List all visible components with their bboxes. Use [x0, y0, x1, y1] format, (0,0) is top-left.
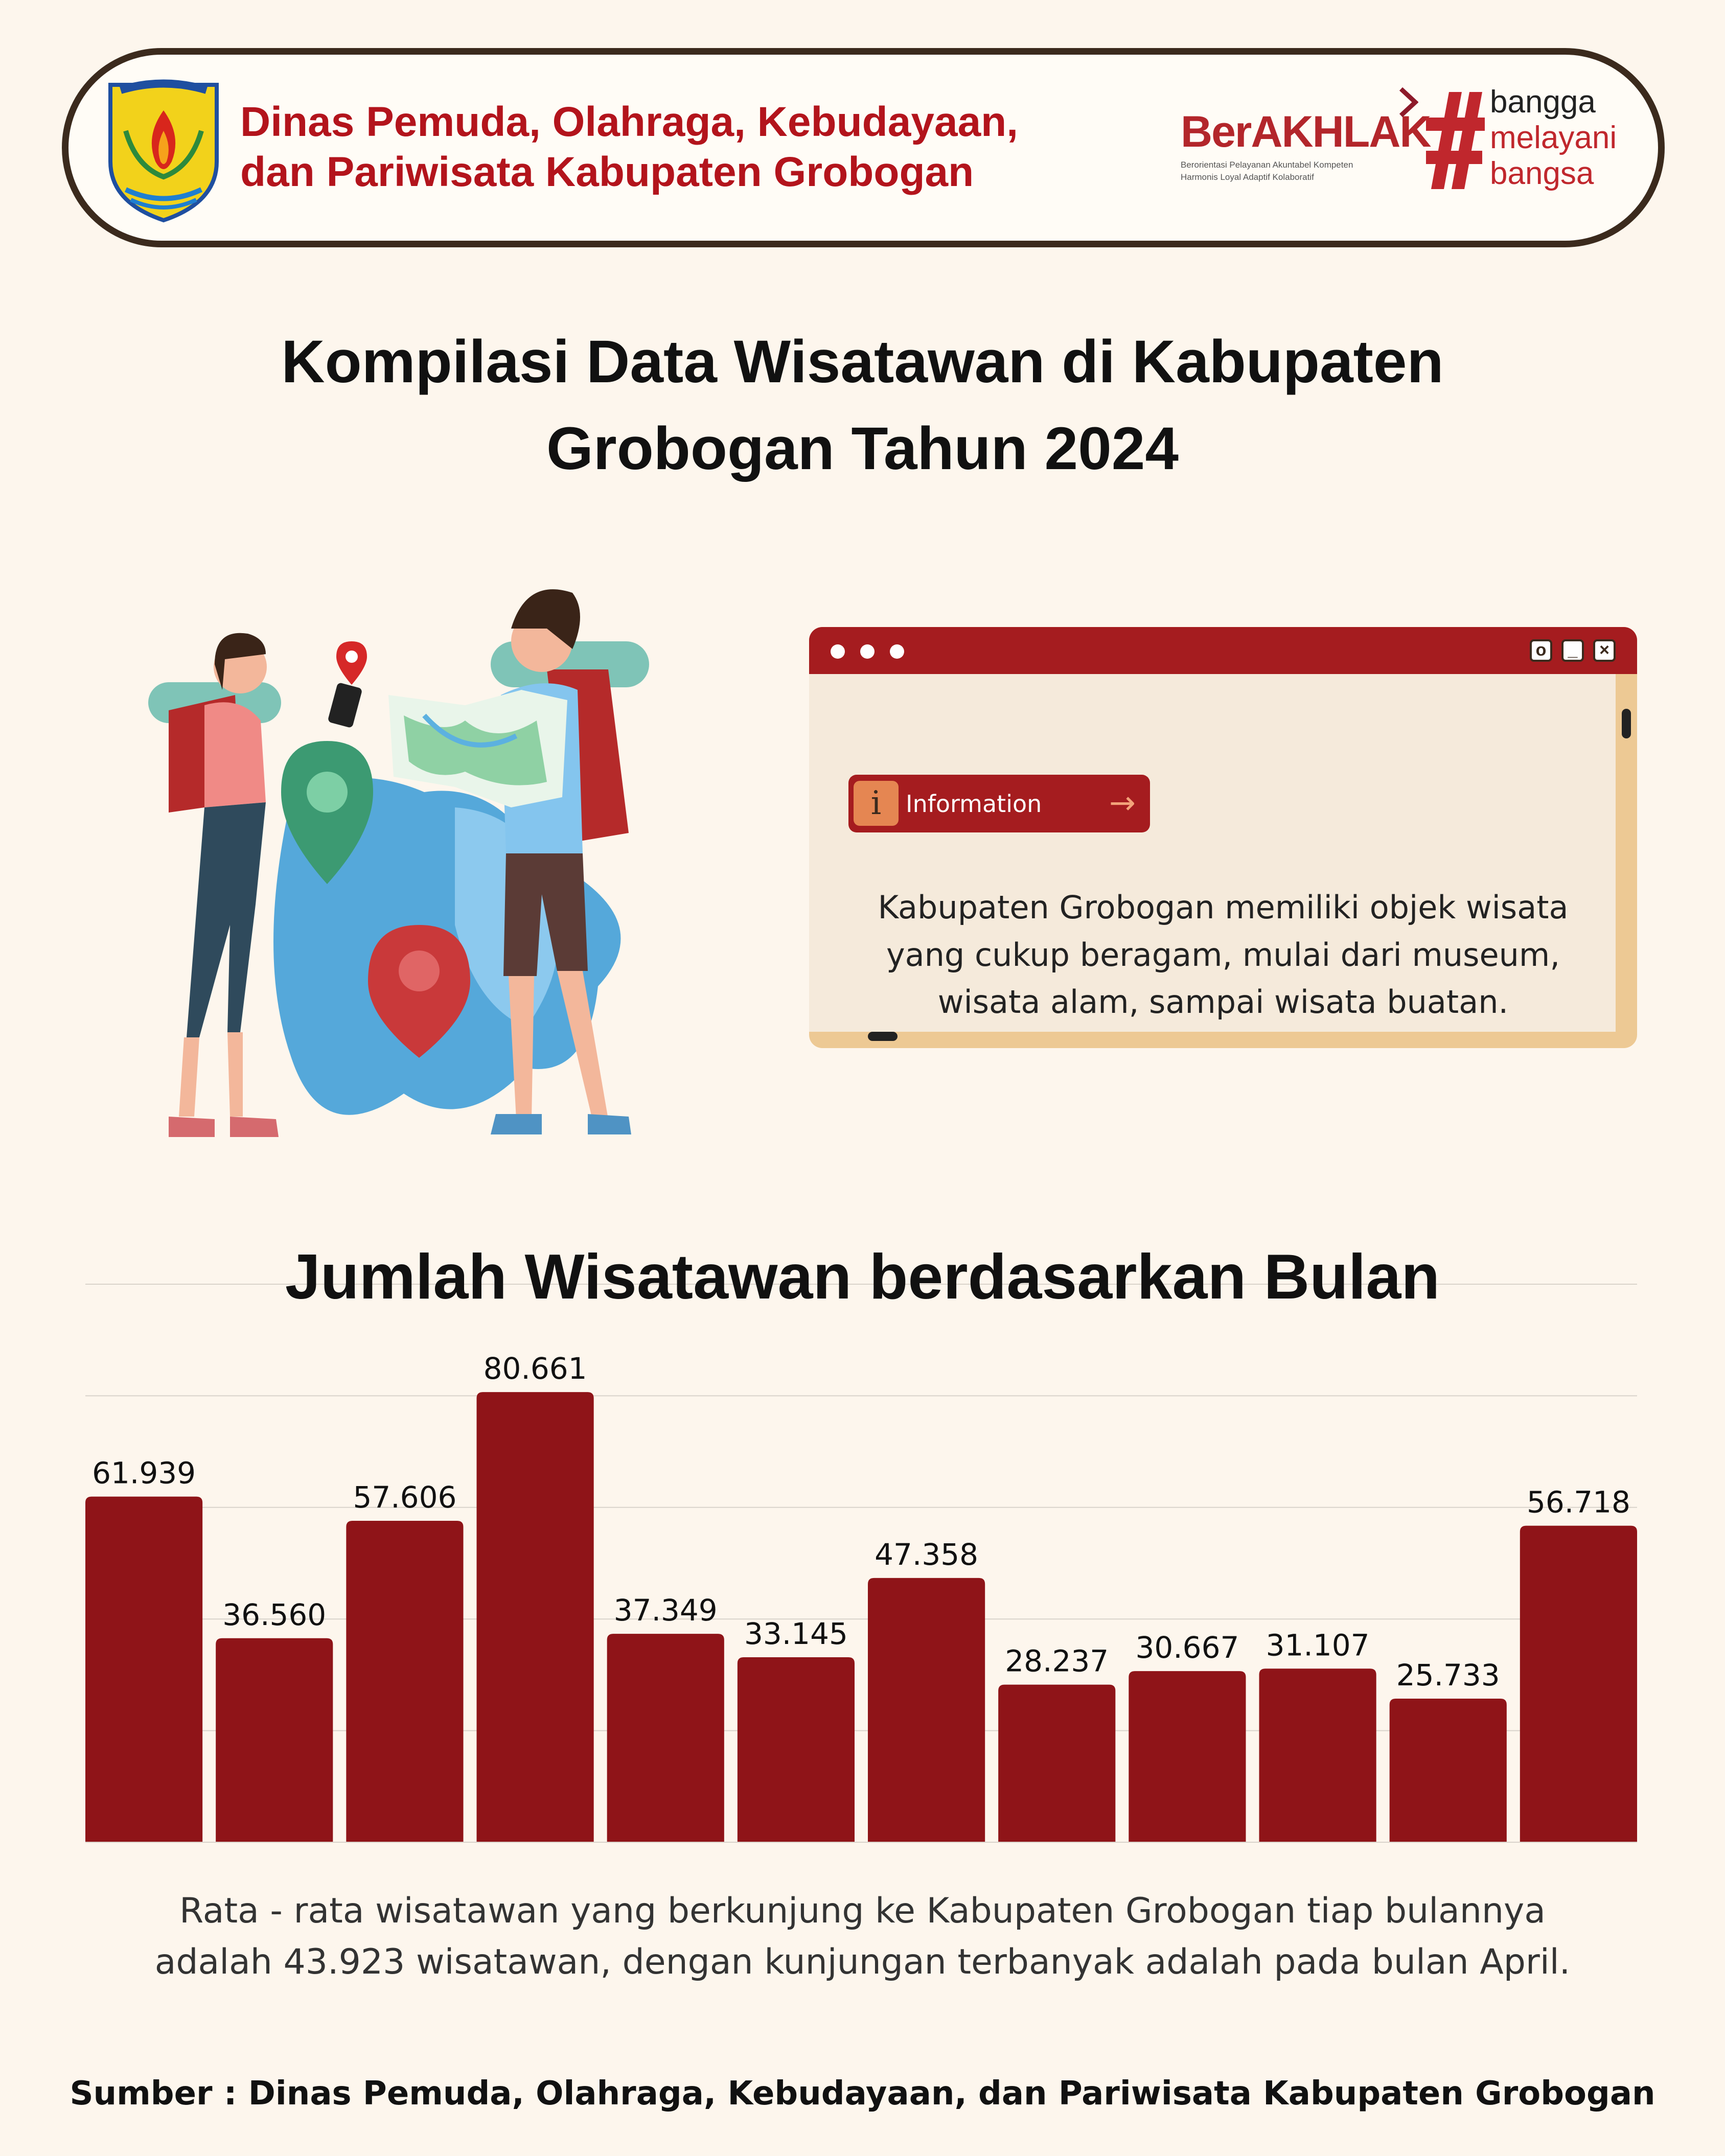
bar-value-label: 31.107 [1266, 1628, 1370, 1662]
bangga-melayani-bangsa-logo: bangga melayani bangsa [1426, 84, 1641, 197]
berakhlak-tagline-1: Berorientasi Pelayanan Akuntabel Kompete… [1181, 160, 1353, 170]
bar-value-label: 25.733 [1396, 1658, 1500, 1693]
circle-icon[interactable]: o [1530, 639, 1552, 662]
bar-value-label: 56.718 [1527, 1485, 1630, 1520]
bar-value-label: 28.237 [1005, 1644, 1109, 1679]
close-icon[interactable]: × [1593, 639, 1616, 662]
chevron-right-icon [1399, 87, 1418, 118]
info-icon: i [854, 781, 899, 826]
info-window: o _ × i Information → Kabupaten Grobogan… [809, 627, 1637, 1048]
chart-title: Jumlah Wisatawan berdasarkan Bulan [285, 1242, 1440, 1312]
berakhlak-wordmark: BerAKHLAK [1181, 107, 1431, 156]
horizontal-scrollbar[interactable] [868, 1032, 898, 1041]
window-dot-icon [860, 644, 875, 659]
source-note: Sumber : Dinas Pemuda, Olahraga, Kebuday… [70, 2075, 1655, 2113]
bar [998, 1684, 1116, 1842]
bar [737, 1657, 855, 1842]
page-title-line1: Kompilasi Data Wisatawan di Kabupaten [281, 328, 1444, 396]
berakhlak-logo: BerAKHLAK Berorientasi Pelayanan Akuntab… [1181, 84, 1431, 192]
bar [216, 1638, 333, 1842]
agency-name-line1: Dinas Pemuda, Olahraga, Kebudayaan, [240, 99, 1019, 145]
bar-value-label: 30.667 [1135, 1630, 1239, 1665]
summary-line1: Rata - rata wisatawan yang berkunjung ke… [179, 1891, 1546, 1931]
berakhlak-tagline-2: Harmonis Loyal Adaptif Kolaboratif [1181, 172, 1314, 182]
bar-value-label: 37.349 [614, 1593, 718, 1628]
bar [1129, 1671, 1246, 1842]
summary-line2: adalah 43.923 wisatawan, dengan kunjunga… [154, 1942, 1571, 1982]
bar [346, 1520, 464, 1842]
minimize-icon[interactable]: _ [1561, 639, 1584, 662]
page-title-line2: Grobogan Tahun 2024 [546, 415, 1179, 482]
bar-value-label: 47.358 [875, 1537, 978, 1572]
bar [476, 1392, 594, 1842]
hashtag-icon [1426, 92, 1485, 189]
bar [1520, 1525, 1637, 1842]
grobogan-regency-logo [108, 79, 219, 223]
bar-value-label: 33.145 [744, 1616, 848, 1651]
bangga-word: bangga [1490, 84, 1596, 120]
green-pin-icon [281, 741, 373, 884]
bar-value-label: 61.939 [92, 1456, 196, 1491]
vertical-scrollbar[interactable] [1622, 709, 1631, 738]
information-label: Information [906, 790, 1042, 818]
bar [1389, 1698, 1507, 1842]
agency-name-line2: dan Pariwisata Kabupaten Grobogan [240, 149, 974, 195]
melayani-word: melayani [1490, 120, 1617, 155]
bar [1259, 1668, 1376, 1842]
window-dot-icon [890, 644, 904, 659]
information-badge[interactable]: i Information → [848, 775, 1150, 832]
red-pin-icon [368, 925, 470, 1058]
info-text-line2: yang cukup beragam, mulai dari museum, [886, 936, 1560, 973]
bar [868, 1578, 985, 1842]
bar-value-label: 80.661 [484, 1351, 587, 1386]
travelers-illustration [148, 589, 649, 1137]
bar [607, 1634, 724, 1842]
bar-value-label: 57.606 [353, 1480, 456, 1515]
info-text-line3: wisata alam, sampai wisata buatan. [937, 983, 1509, 1021]
bar [85, 1496, 203, 1842]
window-body: i Information → Kabupaten Grobogan memil… [809, 674, 1616, 1032]
window-dot-icon [831, 644, 845, 659]
bangsa-word: bangsa [1490, 156, 1594, 191]
window-title-bar: o _ × [809, 627, 1637, 674]
arrow-right-icon: → [1109, 784, 1136, 821]
small-red-pin-icon [336, 641, 367, 685]
bar-value-label: 36.560 [222, 1597, 326, 1632]
info-text-line1: Kabupaten Grobogan memiliki objek wisata [878, 889, 1569, 926]
